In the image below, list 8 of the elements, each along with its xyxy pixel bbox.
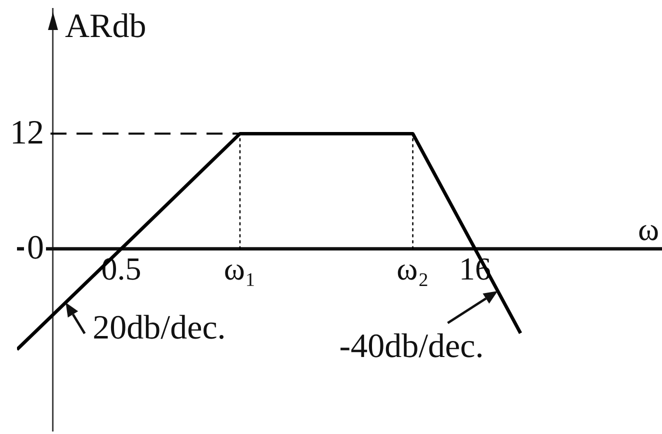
y-axis-title: ARdb: [64, 8, 146, 45]
x-tick-label: ω₁: [224, 250, 256, 286]
x-axis-title: ω: [638, 211, 659, 248]
annotation: -40db/dec.: [339, 328, 484, 365]
y-tick-label: 12: [10, 114, 44, 152]
x-tick-label: ω₂: [396, 250, 429, 286]
annotation: 20db/dec.: [92, 309, 226, 346]
y-tick-label: 0: [26, 230, 44, 267]
